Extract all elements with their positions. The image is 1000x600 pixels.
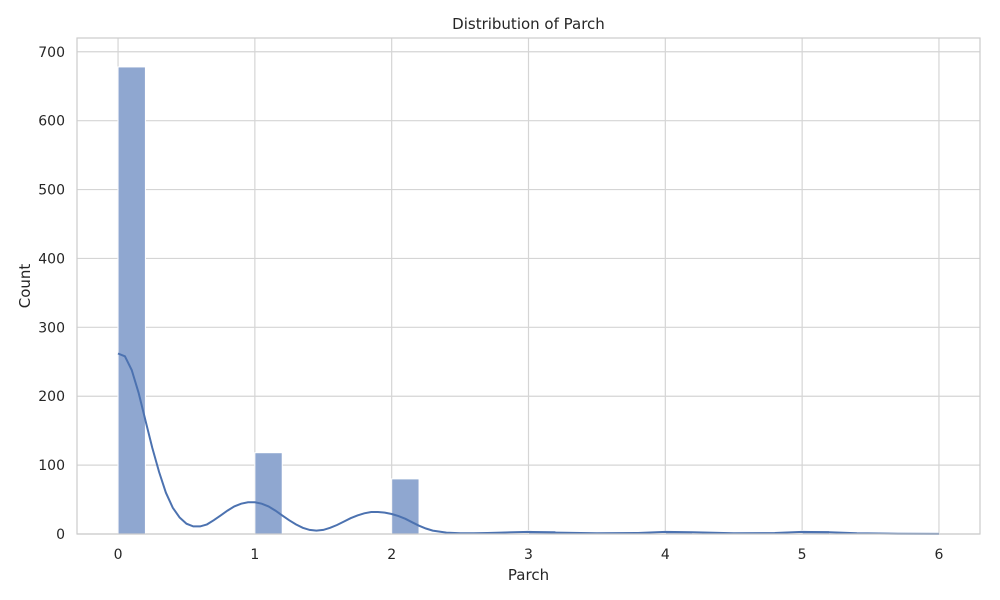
y-tick-label: 500 — [38, 183, 65, 199]
y-tick-label: 700 — [38, 45, 65, 61]
y-tick-label: 0 — [56, 527, 65, 543]
y-tick-label: 300 — [38, 320, 65, 336]
y-axis-ticks: 0 100 200 300 400 500 600 700 — [38, 45, 65, 543]
bars — [117, 66, 940, 535]
x-tick-label: 5 — [798, 547, 807, 563]
plot-frame — [76, 37, 981, 535]
x-axis-label: Parch — [508, 566, 549, 584]
x-tick-label: 6 — [934, 547, 943, 563]
y-axis-label: Count — [16, 264, 34, 309]
x-tick-label: 4 — [661, 547, 670, 563]
x-tick-label: 2 — [387, 547, 396, 563]
y-tick-label: 400 — [38, 251, 65, 267]
x-axis-ticks: 0 1 2 3 4 5 6 — [114, 547, 944, 563]
x-tick-label: 1 — [250, 547, 259, 563]
grid — [77, 38, 980, 535]
y-tick-label: 600 — [38, 114, 65, 130]
histogram-bar — [117, 66, 146, 535]
kde-line — [117, 352, 940, 535]
x-tick-label: 3 — [524, 547, 533, 563]
histogram-bar — [391, 478, 420, 535]
histogram-bar — [254, 452, 283, 535]
y-tick-label: 100 — [38, 458, 65, 474]
chart-title: Distribution of Parch — [452, 15, 605, 33]
x-tick-label: 0 — [114, 547, 123, 563]
y-tick-label: 200 — [38, 389, 65, 405]
